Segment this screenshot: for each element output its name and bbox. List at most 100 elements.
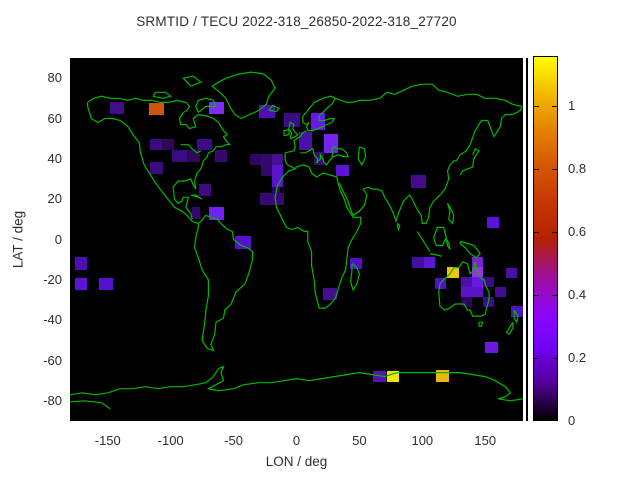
coastline-path	[182, 75, 203, 87]
heatmap-cell	[323, 288, 338, 300]
heatmap-cell	[410, 175, 426, 189]
heatmap-cell	[250, 154, 262, 166]
coastline-path	[335, 83, 523, 224]
coastline-path	[433, 226, 447, 247]
heatmap-cell	[171, 150, 187, 162]
coastline-path	[438, 260, 490, 317]
colorbar-tick-label: 0.6	[568, 223, 587, 239]
right-border-line	[526, 58, 528, 421]
heatmap-cell	[149, 103, 164, 115]
heatmap-cells-layer	[70, 58, 523, 421]
coastline-path	[302, 95, 337, 132]
coastline-path	[268, 104, 280, 113]
x-tick-label: 100	[411, 433, 434, 448]
heatmap-cell	[209, 207, 225, 220]
coastline-path	[416, 231, 431, 252]
coastline-path	[445, 238, 451, 250]
colorbar-tick-mark	[552, 294, 557, 296]
coastline-path	[283, 128, 290, 137]
x-tick-label: 0	[292, 433, 301, 448]
heatmap-cell	[215, 150, 227, 162]
colorbar-tick-mark	[534, 231, 539, 233]
heatmap-cell	[75, 257, 88, 270]
coastline-path	[70, 365, 523, 402]
map-plot	[70, 58, 523, 421]
x-tick-label: 50	[352, 433, 367, 448]
heatmap-cell	[99, 278, 114, 290]
chart-title: SRMTID / TECU 2022-318_26850-2022-318_27…	[136, 14, 457, 29]
x-tick-label: -150	[94, 433, 121, 448]
heatmap-cell	[510, 306, 523, 318]
heatmap-cell	[349, 257, 362, 269]
y-tick-label: 20	[47, 191, 62, 207]
x-tick-label: -100	[157, 433, 184, 448]
heatmap-cell	[235, 236, 252, 250]
coastline-path	[459, 147, 480, 176]
heatmap-cell	[471, 277, 484, 288]
colorbar-tick-mark	[552, 105, 557, 107]
heatmap-cell	[460, 297, 472, 308]
heatmap-cell	[313, 152, 324, 166]
colorbar-tick-label: 0.4	[568, 286, 587, 302]
heatmap-cell	[483, 277, 495, 288]
y-tick-label: -60	[43, 352, 62, 368]
coastline-path	[446, 202, 455, 225]
heatmap-cell	[258, 105, 276, 119]
heatmap-cell	[460, 277, 472, 288]
heatmap-cell	[187, 150, 201, 162]
colorbar-tick-mark	[534, 105, 539, 107]
colorbar	[533, 56, 558, 421]
heatmap-cell	[471, 257, 484, 268]
coastline-path	[505, 321, 514, 336]
heatmap-cell	[310, 113, 325, 130]
world-coastline	[70, 71, 523, 410]
heatmap-cell	[335, 165, 349, 177]
heatmap-cell	[261, 165, 273, 176]
heatmap-cell	[198, 184, 212, 197]
colorbar-tick-mark	[552, 168, 557, 170]
heatmap-cell	[423, 257, 436, 269]
heatmap-cell	[150, 161, 163, 174]
x-tick-label: 150	[474, 433, 497, 448]
coastline-path	[349, 263, 361, 292]
x-axis-label: LON / deg	[265, 454, 328, 469]
colorbar-tick-mark	[552, 231, 557, 233]
heatmap-cell	[261, 154, 273, 166]
heatmap-cell	[486, 216, 500, 229]
colorbar-tick-label: 1	[568, 97, 576, 113]
heatmap-cell	[109, 102, 124, 115]
coastline-path	[513, 309, 519, 324]
heatmap-cell	[471, 287, 484, 298]
colorbar-tick-mark	[534, 357, 539, 359]
colorbar-tick-mark	[534, 294, 539, 296]
y-tick-label: 40	[47, 150, 62, 166]
coastline-path	[429, 253, 442, 258]
heatmap-cell	[272, 176, 284, 188]
heatmap-cell	[74, 278, 88, 290]
colorbar-tick-mark	[534, 168, 539, 170]
heatmap-cell	[208, 102, 225, 115]
coastline-path	[152, 91, 173, 99]
colorbar-tick-mark	[552, 357, 557, 359]
heatmap-cell	[161, 138, 174, 151]
coastline-path	[70, 400, 111, 410]
x-tick-label: -50	[224, 433, 243, 448]
coastline-path	[459, 240, 481, 259]
coastline-path	[190, 194, 203, 200]
colorbar-tick-label: 0.8	[568, 160, 587, 176]
heatmap-cell	[272, 192, 284, 205]
y-tick-label: -40	[43, 312, 62, 328]
coastline-path	[478, 321, 484, 327]
coastline-path	[195, 97, 217, 113]
coastline-path	[288, 121, 299, 140]
coastline-path	[274, 130, 362, 309]
heatmap-cell	[192, 207, 200, 220]
heatmap-cell	[260, 192, 272, 205]
coastline-path	[180, 144, 202, 154]
coastline-path	[87, 106, 254, 352]
heatmap-cell	[494, 287, 506, 298]
colorbar-tick-label: 0.2	[568, 349, 587, 365]
coastline-path	[300, 145, 349, 166]
y-tick-label: 60	[47, 110, 62, 126]
